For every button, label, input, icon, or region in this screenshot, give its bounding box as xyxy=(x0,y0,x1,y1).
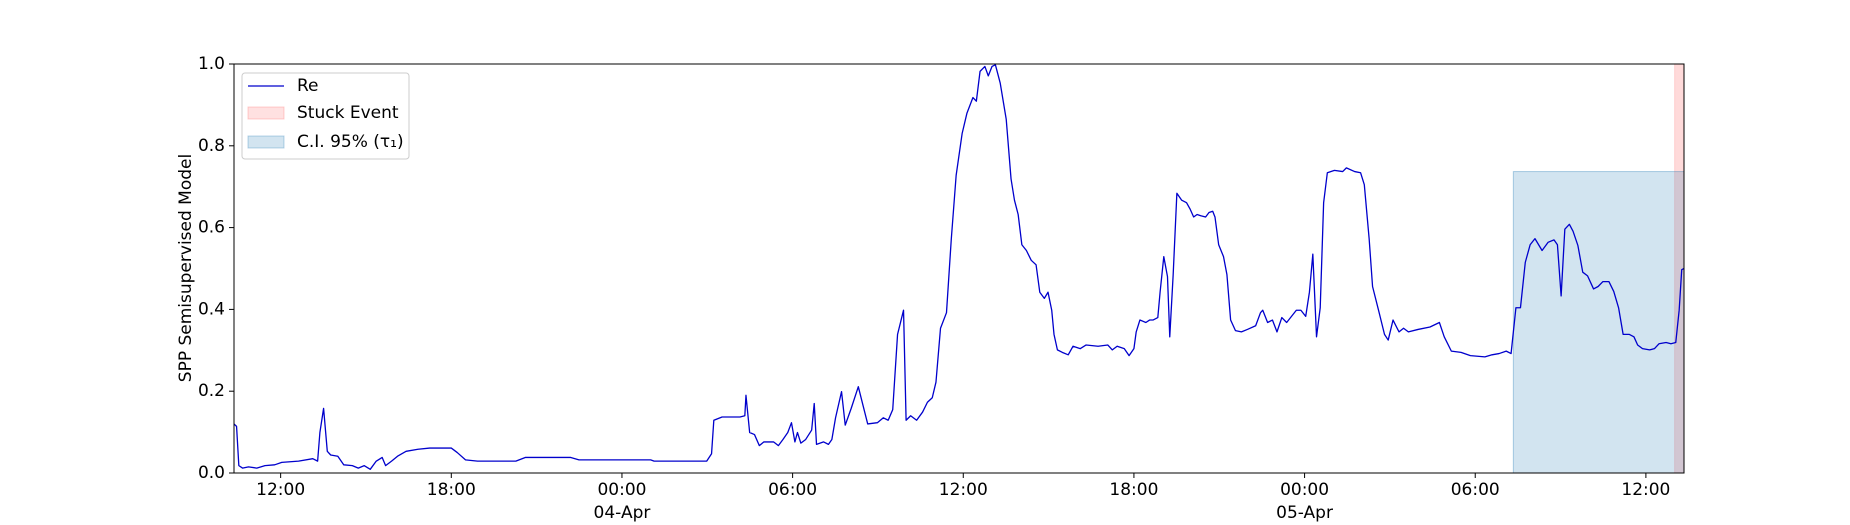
x-tick-label: 18:00 xyxy=(427,480,476,500)
y-tick-label: 0.4 xyxy=(198,299,225,319)
x-tick-label: 06:00 xyxy=(1451,480,1500,500)
y-tick-label: 1.0 xyxy=(198,54,225,74)
region xyxy=(1512,171,1685,474)
x-tick-label: 12:00 xyxy=(939,480,988,500)
x-tick-label: 18:00 xyxy=(1109,480,1158,500)
y-tick-label: 0.2 xyxy=(198,381,225,401)
legend-patch xyxy=(247,135,285,149)
x-tick-label: 00:00 xyxy=(597,480,646,500)
y-tick-label: 0.8 xyxy=(198,136,225,156)
y-axis-label: SPP Semisupervised Model xyxy=(176,154,196,382)
x-date-label: 04-Apr xyxy=(594,503,651,523)
x-tick-label: 00:00 xyxy=(1280,480,1329,500)
x-tick-label: 12:00 xyxy=(1621,480,1670,500)
x-tick-label: 06:00 xyxy=(768,480,817,500)
y-tick-label: 0.6 xyxy=(198,218,225,238)
x-tick-label: 12:00 xyxy=(256,480,305,500)
legend-label: Stuck Event xyxy=(297,103,399,123)
x-date-label: 05-Apr xyxy=(1276,503,1333,523)
legend: Re Stuck Event C.I. 95% (τ₁) xyxy=(241,72,410,160)
y-tick-label: 0.0 xyxy=(198,463,225,483)
plot-frame xyxy=(233,63,1685,474)
legend-box xyxy=(241,72,410,160)
legend-label: Re xyxy=(297,76,319,96)
legend-patch xyxy=(247,106,285,120)
series-line xyxy=(233,64,1685,470)
legend-label: C.I. 95% (τ₁) xyxy=(297,132,404,152)
